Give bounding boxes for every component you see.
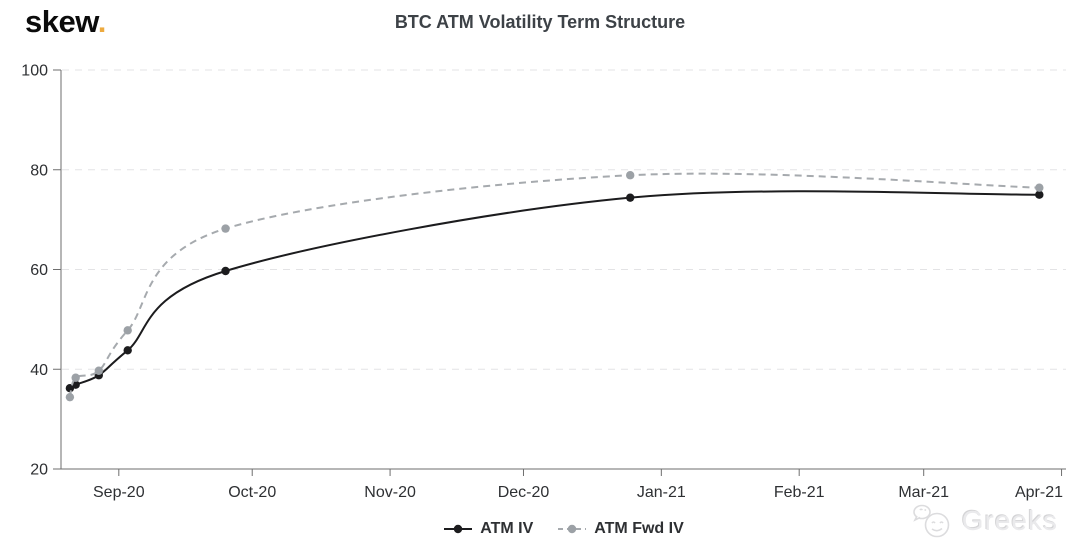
data-point-marker-atm-fwd-iv[interactable] [123,326,132,335]
data-point-marker-atm-fwd-iv[interactable] [626,171,635,180]
atm-fwd-iv-legend-marker-icon [558,524,587,534]
data-point-marker-atm-iv[interactable] [626,193,635,202]
y-tick-label: 20 [30,462,48,479]
y-tick-label: 80 [30,162,48,179]
x-tick-label: Mar-21 [898,484,949,501]
x-tick-label: Sep-20 [93,484,145,501]
chart-title: BTC ATM Volatility Term Structure [394,12,686,32]
legend-label-atm-iv: ATM IV [480,520,534,537]
legend-item-atm-fwd-iv[interactable]: ATM Fwd IV [557,520,684,538]
x-tick-label: Jan-21 [637,484,686,501]
y-tick-label: 40 [30,362,48,379]
x-tick-label: Dec-20 [498,484,550,501]
y-tick-label: 100 [21,63,48,80]
data-point-marker-atm-iv[interactable] [1035,190,1044,199]
wechat-smiley-icon [912,504,950,538]
x-tick-label: Oct-20 [228,484,276,501]
x-tick-label: Feb-21 [774,484,825,501]
chart-legend: ATM IV ATM Fwd IV [61,516,1066,542]
watermark: Greeks [910,502,1058,540]
legend-item-atm-iv[interactable]: ATM IV [443,520,533,538]
data-point-marker-atm-fwd-iv[interactable] [221,224,230,233]
data-point-marker-atm-iv[interactable] [123,346,132,355]
watermark-text: Greeks [961,505,1058,536]
series-line-atm-iv [69,190,1040,390]
skew-logo-text: skew [25,4,98,39]
x-tick-label: Nov-20 [364,484,416,501]
skew-logo-dot: . [97,4,107,39]
data-point-marker-atm-fwd-iv[interactable] [65,392,75,402]
data-point-marker-atm-fwd-iv[interactable] [94,366,103,375]
data-point-marker-atm-fwd-iv[interactable] [1035,183,1044,192]
skew-logo[interactable]: skew. [25,4,106,40]
y-tick-label: 60 [30,262,48,279]
x-tick-label: Apr-21 [1015,484,1063,501]
atm-iv-legend-marker-icon [444,524,473,534]
legend-label-atm-fwd-iv: ATM Fwd IV [594,520,684,537]
data-point-marker-atm-iv[interactable] [221,266,230,276]
data-point-marker-atm-fwd-iv[interactable] [71,373,80,382]
